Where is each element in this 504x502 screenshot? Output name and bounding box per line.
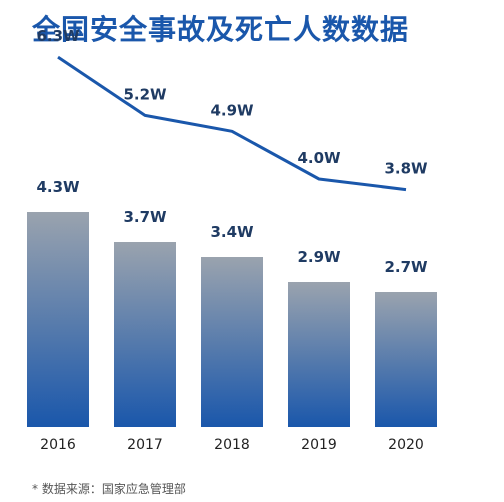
x-tick-2016: 2016 bbox=[40, 437, 76, 453]
bar-series: 4.3W 3.7W 3.4W 2.9W 2.7W bbox=[27, 178, 437, 427]
bar-label-2019: 2.9W bbox=[297, 248, 341, 266]
x-axis-ticks: 2016 2017 2018 2019 2020 bbox=[40, 437, 424, 453]
bar-2018 bbox=[201, 257, 263, 427]
line-label-2017: 5.2W bbox=[123, 85, 167, 103]
line-label-2018: 4.9W bbox=[210, 101, 254, 119]
chart-title: 全国安全事故及死亡人数数据 bbox=[32, 13, 410, 46]
source-note: * 数据来源：国家应急管理部 bbox=[32, 482, 186, 496]
x-tick-2018: 2018 bbox=[214, 437, 250, 453]
bar-2020 bbox=[375, 292, 437, 427]
line-label-2019: 4.0W bbox=[297, 149, 341, 167]
bar-2017 bbox=[114, 242, 176, 427]
x-tick-2019: 2019 bbox=[301, 437, 337, 453]
line-label-2016: 6.3W bbox=[36, 27, 80, 45]
bar-label-2017: 3.7W bbox=[123, 208, 167, 226]
bar-label-2018: 3.4W bbox=[210, 223, 254, 241]
line-series: 6.3W 5.2W 4.9W 4.0W 3.8W bbox=[36, 27, 428, 192]
x-tick-2017: 2017 bbox=[127, 437, 163, 453]
line-label-2020: 3.8W bbox=[384, 160, 428, 178]
bar-label-2016: 4.3W bbox=[36, 178, 80, 196]
line-path bbox=[57, 55, 407, 192]
bar-2019 bbox=[288, 282, 350, 427]
x-tick-2020: 2020 bbox=[388, 437, 424, 453]
bar-label-2020: 2.7W bbox=[384, 258, 428, 276]
bar-2016 bbox=[27, 212, 89, 427]
